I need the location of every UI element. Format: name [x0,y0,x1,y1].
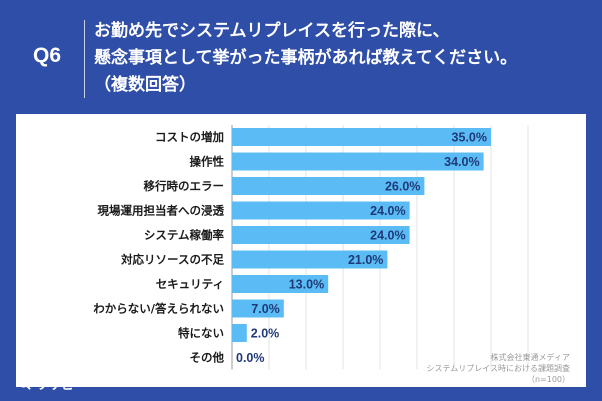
value-label: 21.0% [348,253,383,267]
category-label: セキュリティ [156,277,224,291]
category-label: 操作性 [190,155,225,169]
category-label: 特にない [178,326,224,340]
value-label: 24.0% [370,229,405,243]
question-line-1: お勤め先でシステムリプレイスを行った際に、 [94,21,450,41]
category-label: システム稼働率 [144,228,225,242]
question-text: お勤め先でシステムリプレイスを行った際に、 懸念事項として挙がった事柄があれば教… [94,18,594,99]
brand-name: リサピー [35,378,88,393]
source-survey: システムリプレイス時における課題調査 [426,364,570,373]
value-label: 35.0% [452,131,487,145]
value-label: 7.0% [251,302,280,316]
bar [232,250,388,269]
category-label: 対応リソースの不足 [120,253,224,267]
header-divider [84,20,85,98]
category-label: わからない/答えられない [93,302,224,316]
bar [232,299,284,318]
bar [232,275,329,293]
bar-chart: コストの増加 35.0% 操作性 34.0% 移行時のエラー 26.0% 現場運用担当者への… [93,125,529,370]
value-label: 2.0% [251,327,279,341]
category-label: その他 [190,351,225,365]
source-sample-size: （n=100） [526,375,570,384]
source-note: 株式会社東通メディア システムリプレイス時における課題調査 （n=100） [426,352,570,385]
question-number: Q6 [33,44,62,67]
value-label: 0.0% [236,351,265,365]
bar [232,128,491,146]
brand-logo: リサピー [18,374,87,393]
bar [232,324,247,342]
bar [232,152,484,171]
bar [232,201,410,220]
source-company: 株式会社東通メディア [490,353,570,362]
category-label: 移行時のエラー [144,179,225,193]
bar [232,177,425,195]
question-line-3: （複数回答） [94,75,196,95]
value-label: 26.0% [385,180,420,194]
question-header: Q6 お勤め先でシステムリプレイスを行った際に、 懸念事項として挙がった事柄があ… [0,0,602,112]
value-label: 24.0% [370,204,405,218]
value-label: 13.0% [289,278,324,292]
magnifier-icon [18,377,31,390]
category-label: コストの増加 [155,130,224,144]
question-line-2: 懸念事項として挙がった事柄があれば教えてください。 [94,48,518,68]
category-label: 現場運用担当者への浸透 [98,204,225,218]
chart-card: コストの増加 35.0% 操作性 34.0% 移行時のエラー 26.0% 現場運用担当者への… [16,114,586,387]
bar [232,226,410,244]
value-label: 34.0% [444,155,479,169]
